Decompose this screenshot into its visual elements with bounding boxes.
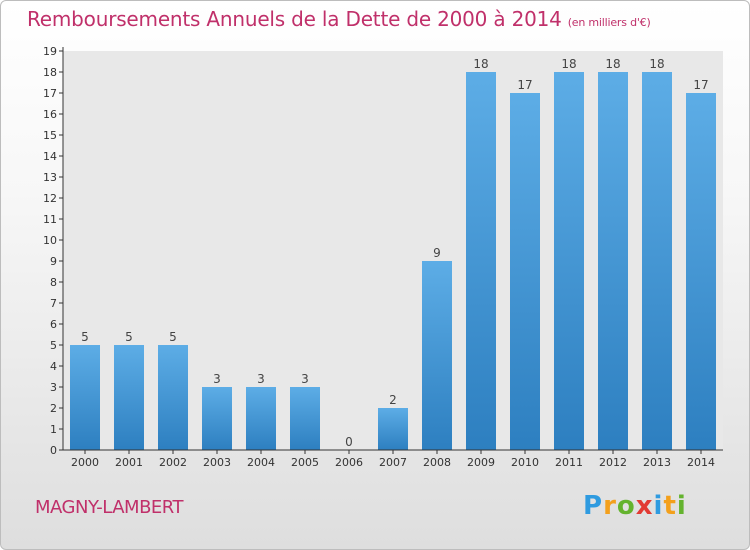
bar-2012 [598, 72, 628, 450]
logo-letter: r [603, 491, 617, 521]
bar-2013 [642, 72, 672, 450]
chart-title-text: Remboursements Annuels de la Dette de 20… [27, 7, 562, 31]
x-tick-label-2014: 2014 [687, 456, 715, 469]
data-label-2012: 18 [605, 57, 620, 71]
x-tick-label-2007: 2007 [379, 456, 407, 469]
data-label-2004: 3 [257, 372, 265, 386]
x-tick-label-2011: 2011 [555, 456, 583, 469]
bar-2007 [378, 408, 408, 450]
bar-2011 [554, 72, 584, 450]
bar-2014 [686, 93, 716, 450]
data-label-2001: 5 [125, 330, 133, 344]
data-label-2007: 2 [389, 393, 397, 407]
y-tick-label-9: 9 [50, 255, 57, 268]
y-tick-label-8: 8 [50, 276, 57, 289]
bar-2008 [422, 261, 452, 450]
x-tick-label-2002: 2002 [159, 456, 187, 469]
y-tick-label-15: 15 [43, 129, 57, 142]
x-tick-label-2003: 2003 [203, 456, 231, 469]
logo-letter: o [616, 491, 636, 521]
data-label-2013: 18 [649, 57, 664, 71]
bar-2010 [510, 93, 540, 450]
logo-letter: P [583, 491, 604, 521]
data-label-2002: 5 [169, 330, 177, 344]
bar-2005 [290, 387, 320, 450]
x-tick-label-2009: 2009 [467, 456, 495, 469]
y-tick-label-12: 12 [43, 192, 57, 205]
bar-2003 [202, 387, 232, 450]
data-label-2008: 9 [433, 246, 441, 260]
bar-2000 [70, 345, 100, 450]
x-tick-label-2005: 2005 [291, 456, 319, 469]
y-tick-label-6: 6 [50, 318, 57, 331]
x-tick-label-2013: 2013 [643, 456, 671, 469]
data-label-2014: 17 [693, 78, 708, 92]
bar-2001 [114, 345, 144, 450]
x-tick-label-2008: 2008 [423, 456, 451, 469]
logo-letter: i [653, 491, 664, 521]
y-tick-label-7: 7 [50, 297, 57, 310]
data-label-2006: 0 [345, 435, 353, 449]
y-tick-label-14: 14 [43, 150, 57, 163]
proxiti-logo: Proxiti [583, 491, 687, 521]
x-tick-label-2010: 2010 [511, 456, 539, 469]
y-tick-label-19: 19 [43, 45, 57, 58]
logo-letter: i [676, 491, 687, 521]
y-tick-label-18: 18 [43, 66, 57, 79]
x-tick-label-2012: 2012 [599, 456, 627, 469]
x-tick-label-2000: 2000 [71, 456, 99, 469]
logo-letter: x [635, 491, 654, 521]
bar-2004 [246, 387, 276, 450]
data-label-2003: 3 [213, 372, 221, 386]
data-label-2005: 3 [301, 372, 309, 386]
commune-name: MAGNY-LAMBERT [35, 497, 184, 518]
y-tick-label-0: 0 [50, 444, 57, 457]
y-tick-label-3: 3 [50, 381, 57, 394]
bar-2009 [466, 72, 496, 450]
data-label-2000: 5 [81, 330, 89, 344]
x-tick-label-2004: 2004 [247, 456, 275, 469]
bar-2002 [158, 345, 188, 450]
chart-subtitle: (en milliers d'€) [567, 16, 651, 29]
y-tick-label-16: 16 [43, 108, 57, 121]
y-tick-label-17: 17 [43, 87, 57, 100]
x-tick-label-2001: 2001 [115, 456, 143, 469]
x-tick-label-2006: 2006 [335, 456, 363, 469]
logo-letter: t [663, 491, 677, 521]
y-tick-label-5: 5 [50, 339, 57, 352]
y-tick-label-10: 10 [43, 234, 57, 247]
chart-title: Remboursements Annuels de la Dette de 20… [27, 7, 651, 31]
y-tick-label-13: 13 [43, 171, 57, 184]
y-tick-label-11: 11 [43, 213, 57, 226]
y-tick-label-4: 4 [50, 360, 57, 373]
data-label-2009: 18 [473, 57, 488, 71]
data-label-2010: 17 [517, 78, 532, 92]
y-tick-label-2: 2 [50, 402, 57, 415]
data-label-2011: 18 [561, 57, 576, 71]
y-tick-label-1: 1 [50, 423, 57, 436]
